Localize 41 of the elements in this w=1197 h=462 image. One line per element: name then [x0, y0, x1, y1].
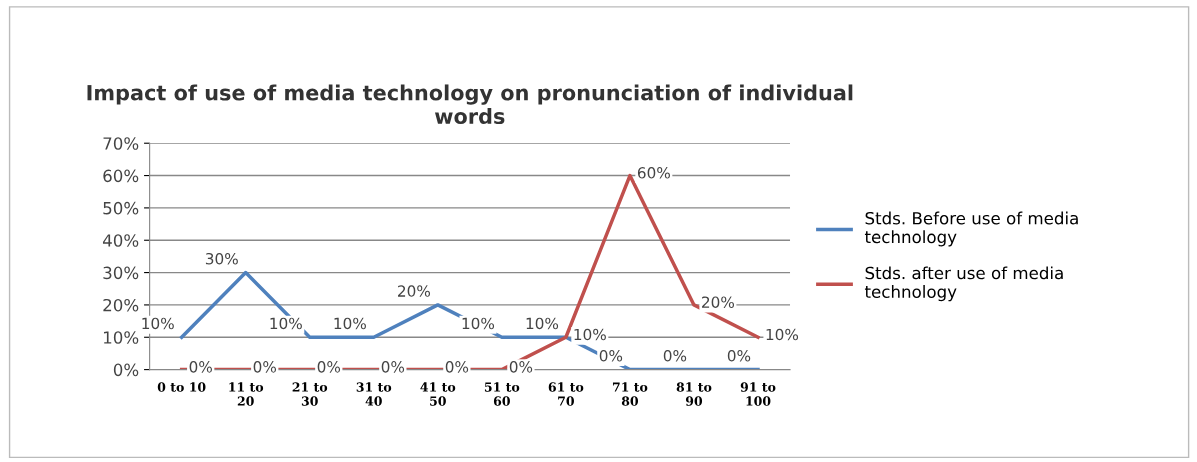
legend-label: Stds. after use of media technology: [864, 266, 1063, 302]
data-label: 10%: [142, 317, 174, 330]
data-label: 10%: [574, 328, 606, 341]
data-label: 10%: [270, 317, 302, 330]
data-label: 20%: [702, 296, 735, 308]
data-label: 30%: [205, 252, 238, 265]
data-label: 0%: [599, 349, 623, 362]
y-tick-label: 30%: [103, 266, 139, 280]
data-label: 0%: [727, 349, 751, 362]
data-label: 20%: [398, 285, 431, 297]
y-tick-label: 70%: [103, 137, 139, 150]
x-tick-label: 21 to 30: [292, 382, 328, 406]
data-label: 10%: [766, 328, 799, 341]
data-label: 0%: [189, 361, 212, 373]
data-label: 10%: [462, 317, 495, 330]
x-tick-label: 71 to 80: [612, 382, 648, 406]
legend-label: Stds. Before use of media technology: [864, 211, 1078, 247]
y-tick-label: 40%: [102, 234, 139, 247]
x-tick-label: 0 to 10: [157, 382, 206, 392]
data-label: 60%: [637, 167, 670, 179]
x-tick-label: 61 to 70: [548, 382, 584, 406]
data-label: 0%: [445, 361, 469, 373]
y-tick-label: 0%: [113, 363, 139, 377]
x-tick-label: 51 to 60: [484, 382, 520, 406]
x-tick-label: 41 to 50: [420, 382, 456, 406]
data-label: 0%: [663, 349, 687, 362]
y-tick-label: 10%: [103, 331, 139, 344]
x-tick-label: 81 to 90: [676, 382, 712, 406]
chart-title: Impact of use of media technology on pronunciation of individual words: [87, 84, 853, 125]
y-tick-label: 50%: [103, 201, 139, 215]
y-tick-label: 60%: [103, 169, 139, 183]
x-tick-label: 31 to 40: [356, 382, 392, 406]
data-label: 10%: [526, 317, 559, 330]
data-label: 0%: [253, 361, 277, 373]
x-tick-label: 11 to 20: [229, 382, 264, 406]
data-label: 0%: [381, 361, 405, 373]
data-label: 0%: [317, 361, 341, 373]
x-tick-label: 91 to 100: [740, 382, 776, 406]
data-label: 10%: [334, 317, 366, 330]
data-label: 0%: [509, 361, 533, 373]
y-tick-label: 20%: [103, 298, 139, 312]
